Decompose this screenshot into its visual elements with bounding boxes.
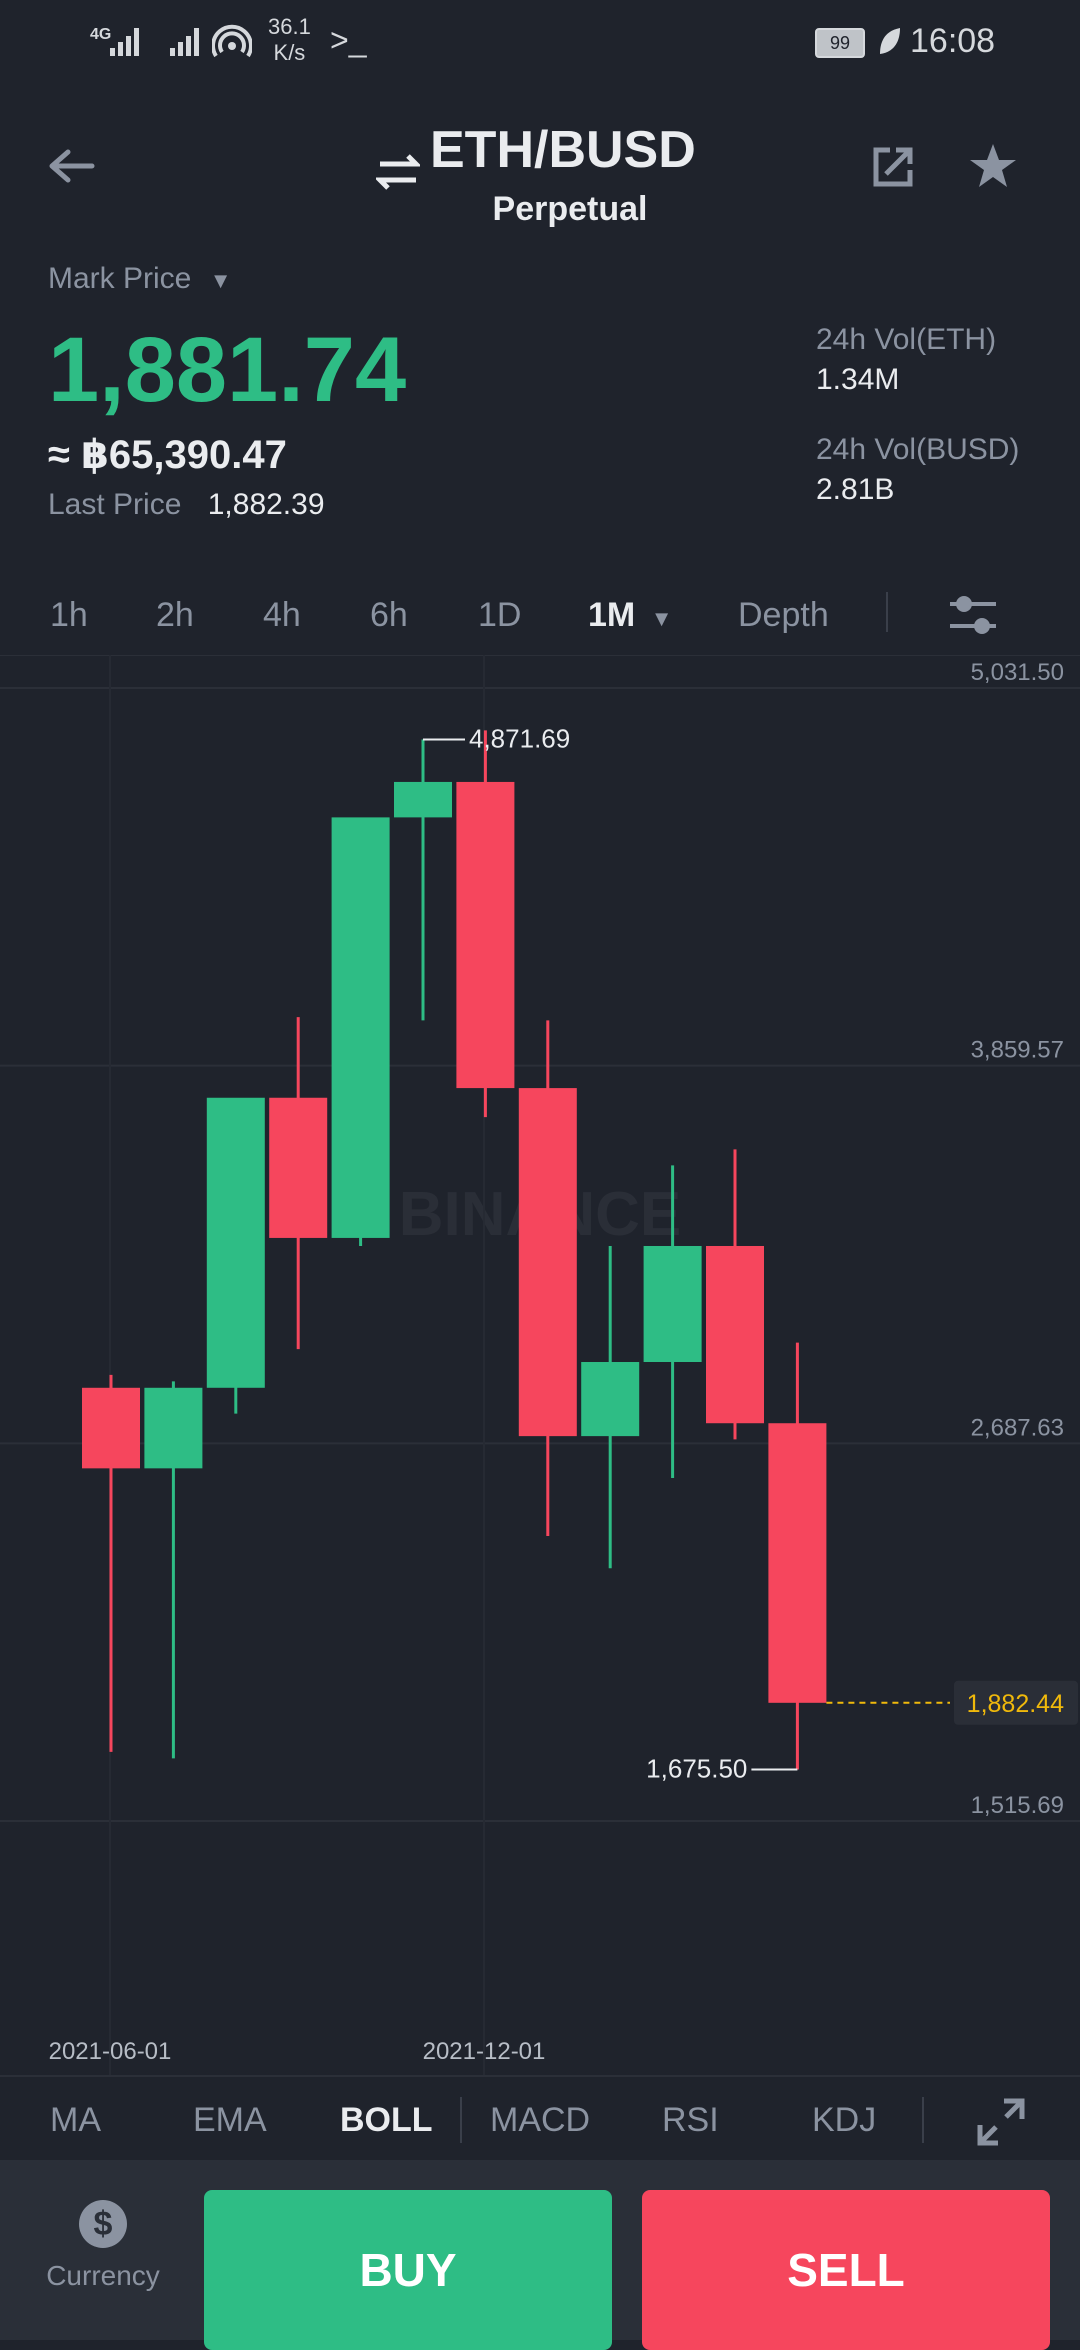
share-icon[interactable] (870, 144, 916, 190)
divider (460, 2097, 462, 2143)
high-label: 4,871.69 (469, 724, 570, 754)
tab-6h[interactable]: 6h (370, 596, 408, 634)
y-tick-label: 3,859.57 (971, 1037, 1064, 1064)
y-tick-label: 5,031.50 (971, 659, 1064, 686)
tab-4h[interactable]: 4h (263, 596, 301, 634)
candle-body (581, 1362, 640, 1437)
terminal-icon: >_ (330, 22, 367, 58)
contract-type: Perpetual (492, 190, 648, 228)
network-label: 4G (90, 26, 112, 43)
candle-body (82, 1387, 140, 1469)
candle-body (643, 1245, 702, 1363)
last-price-label: Last Price (48, 488, 182, 521)
indicator-boll[interactable]: BOLL (340, 2101, 433, 2139)
vol-eth-value: 1.34M (816, 363, 900, 396)
vol-busd-label: 24h Vol(BUSD) (816, 433, 1020, 466)
timeframe-tabs: 1h 2h 4h 6h 1D 1M ▼ Depth (0, 570, 1080, 660)
speed-unit: K/s (273, 40, 306, 65)
indicator-rsi[interactable]: RSI (662, 2101, 719, 2139)
x-tick-label: 2021-06-01 (49, 2038, 172, 2065)
indicator-ma[interactable]: MA (50, 2101, 101, 2139)
signal-icon-2 (170, 28, 199, 56)
candle-body (206, 1097, 265, 1388)
candle-body (269, 1097, 328, 1238)
candle-body (394, 781, 452, 818)
chevron-down-icon: ▼ (650, 606, 673, 631)
divider (0, 2075, 1080, 2077)
volume-stats: 24h Vol(ETH) 1.34M 24h Vol(BUSD) 2.81B (816, 320, 1019, 510)
last-price-row: Last Price 1,882.39 (48, 488, 325, 522)
back-arrow-icon[interactable] (46, 146, 96, 186)
indicator-kdj[interactable]: KDJ (812, 2101, 877, 2139)
status-bar: 4G 36.1 K/s >_ 99 16:08 (0, 0, 1080, 90)
battery-icon: 99 (815, 28, 865, 58)
mark-price-selector[interactable]: Mark Price ▼ (48, 262, 231, 296)
speed-readout: 36.1 K/s (268, 14, 311, 66)
candle-body (768, 1423, 827, 1703)
chart-canvas[interactable]: BINANCE 5,031.503,859.572,687.631,515.69… (0, 654, 1080, 2075)
indicator-tabs: MA EMA BOLL MACD RSI KDJ (0, 2075, 1080, 2165)
candle-body (331, 817, 390, 1238)
leaf-icon (880, 28, 900, 54)
tab-1m-label: 1M (588, 596, 636, 634)
tab-1d[interactable]: 1D (478, 596, 522, 634)
tab-2h[interactable]: 2h (156, 596, 194, 634)
current-price-label: 1,882.44 (967, 1690, 1064, 1718)
tab-1h[interactable]: 1h (50, 596, 88, 634)
candle-body (706, 1245, 764, 1424)
candlestick-chart[interactable]: BINANCE 5,031.503,859.572,687.631,515.69… (0, 654, 1080, 2075)
fiat-equivalent: ≈ ฿65,390.47 (48, 433, 287, 477)
vol-eth-label: 24h Vol(ETH) (816, 323, 997, 356)
chart-annotations: 4,871.69 1,675.50 1,882.44 (423, 724, 1078, 1783)
x-tick-label: 2021-12-01 (423, 2038, 546, 2065)
chart-grid: 5,031.50 3,859.57 2,687.63 1,515.69 2021-06-… (0, 655, 1080, 2075)
y-tick-label: 1,515.69 (971, 1792, 1064, 1819)
speed-value: 36.1 (268, 14, 311, 39)
action-bar: $ Currency BUY SELL (0, 2160, 1080, 2350)
mark-price-label: Mark Price (48, 262, 192, 295)
pair-title[interactable]: ETH/BUSD (430, 121, 696, 179)
divider (886, 592, 888, 632)
dollar-icon: $ (79, 2200, 127, 2248)
swap-icon[interactable] (376, 152, 420, 192)
fullscreen-icon[interactable] (976, 2097, 1026, 2147)
candle-body (518, 1088, 577, 1437)
currency-label: Currency (46, 2260, 160, 2291)
tab-depth[interactable]: Depth (738, 596, 829, 634)
candle-body (144, 1387, 203, 1469)
pair-header: ETH/BUSD Perpetual (0, 90, 1080, 260)
settings-sliders-icon[interactable] (948, 592, 998, 638)
clock: 16:08 (910, 22, 996, 60)
buy-button[interactable]: BUY (204, 2190, 612, 2350)
currency-button[interactable]: $ Currency (28, 2200, 178, 2292)
indicator-ema[interactable]: EMA (193, 2101, 267, 2139)
last-price: 1,882.39 (207, 488, 325, 521)
current-price-tag (954, 1680, 1078, 1725)
divider (922, 2097, 924, 2143)
sell-button[interactable]: SELL (642, 2190, 1050, 2350)
mark-price: 1,881.74 (48, 319, 407, 421)
signal-icon (110, 28, 139, 56)
star-icon[interactable] (968, 142, 1018, 190)
hotspot-icon (212, 24, 252, 58)
y-tick-label: 2,687.63 (971, 1414, 1064, 1441)
chevron-down-icon: ▼ (209, 268, 232, 293)
candles (82, 730, 827, 1770)
tab-1m[interactable]: 1M ▼ (588, 570, 672, 664)
vol-busd-value: 2.81B (816, 473, 895, 506)
low-label: 1,675.50 (646, 1753, 747, 1783)
candle-body (456, 781, 515, 1089)
indicator-macd[interactable]: MACD (490, 2101, 591, 2139)
